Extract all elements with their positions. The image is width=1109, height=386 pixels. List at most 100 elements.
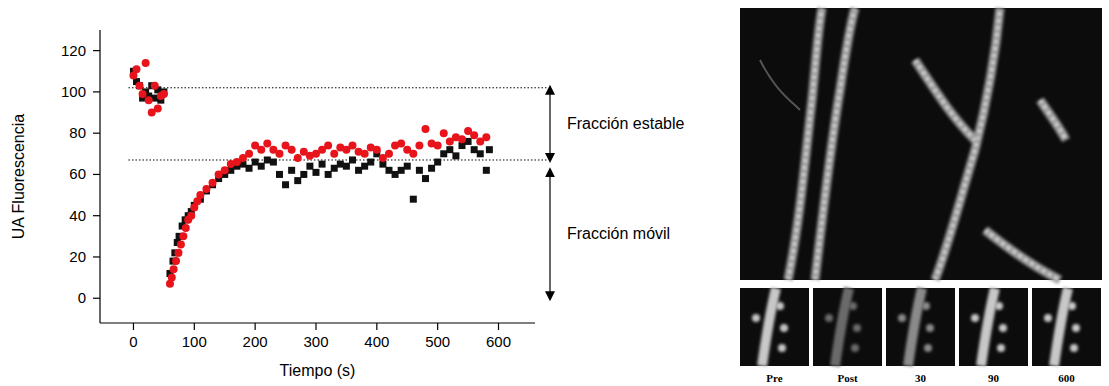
point: [177, 241, 185, 249]
point: [209, 179, 217, 187]
point: [330, 150, 338, 158]
point: [136, 82, 144, 90]
spine: [1068, 302, 1076, 310]
point: [288, 146, 296, 154]
time-label: 600: [1058, 372, 1075, 384]
point: [440, 129, 448, 137]
point: [319, 161, 326, 168]
point: [428, 165, 435, 172]
x-tick-label: 100: [182, 333, 207, 350]
point: [483, 167, 490, 174]
point: [361, 150, 369, 158]
x-tick: [315, 323, 316, 330]
spine: [851, 344, 859, 352]
y-tick: [93, 133, 100, 134]
y-tick: [93, 174, 100, 175]
point: [258, 163, 265, 170]
y-tick-label: 60: [69, 165, 86, 182]
point: [404, 163, 411, 170]
spine: [922, 302, 930, 310]
x-axis: [100, 322, 535, 323]
point: [257, 146, 265, 154]
point: [179, 232, 187, 240]
point: [182, 224, 190, 232]
point: [294, 154, 302, 162]
x-tick-label: 500: [425, 333, 450, 350]
point: [385, 150, 393, 158]
time-label: 90: [988, 372, 1000, 384]
time-label: Post: [837, 372, 858, 384]
spine: [752, 314, 760, 322]
point: [434, 142, 442, 150]
y-tick-label: 120: [61, 42, 86, 59]
point: [477, 150, 484, 157]
faint-process: [760, 60, 800, 110]
dendrite-spines: [915, 60, 975, 140]
point: [187, 212, 195, 220]
point: [331, 165, 338, 172]
point: [355, 167, 362, 174]
time-label: 30: [915, 372, 927, 384]
point: [306, 163, 313, 170]
spine: [825, 314, 833, 322]
y-tick: [93, 298, 100, 299]
micrograph-frame: [886, 288, 955, 366]
annotation-arrow: [549, 90, 550, 158]
reference-line: [128, 159, 547, 160]
point: [434, 159, 441, 166]
x-tick: [498, 323, 499, 330]
point: [415, 142, 423, 150]
point: [263, 139, 271, 147]
point: [202, 185, 210, 193]
dendrite: [1040, 100, 1066, 140]
y-tick-label: 40: [69, 207, 86, 224]
point: [452, 152, 459, 159]
point: [142, 59, 150, 67]
x-tick: [376, 323, 377, 330]
point: [252, 159, 259, 166]
point: [170, 265, 178, 273]
spine: [778, 344, 786, 352]
y-tick-label: 20: [69, 248, 86, 265]
point: [294, 177, 301, 184]
point: [361, 163, 368, 170]
point: [139, 90, 147, 98]
spine: [853, 324, 861, 332]
micrograph-frame: [813, 288, 882, 366]
point: [245, 150, 253, 158]
y-tick-label: 80: [69, 124, 86, 141]
point: [196, 191, 204, 199]
y-tick: [93, 215, 100, 216]
dendrite: [815, 8, 855, 280]
point: [288, 167, 295, 174]
spine: [971, 314, 979, 322]
point: [160, 90, 168, 98]
point: [422, 175, 429, 182]
point: [276, 171, 283, 178]
x-tick: [437, 323, 438, 330]
point: [174, 249, 182, 257]
point: [446, 146, 453, 153]
annotation-label: Fracción móvil: [567, 225, 670, 242]
x-tick-label: 0: [129, 333, 137, 350]
point: [145, 96, 153, 104]
figure: 0204060801001200100200300400500600Tiempo…: [0, 0, 1109, 386]
annotation-label: Fracción estable: [567, 115, 684, 132]
point: [458, 135, 466, 143]
point: [348, 142, 356, 150]
annotation-arrow: [549, 172, 550, 296]
micrograph-dendrite: [835, 288, 849, 366]
y-axis-title: UA Fluorescencia: [10, 114, 27, 239]
x-tick: [255, 323, 256, 330]
point: [136, 82, 143, 89]
dendrite: [915, 60, 975, 140]
point: [410, 196, 417, 203]
point: [416, 167, 423, 174]
spine: [898, 314, 906, 322]
dendrite: [985, 230, 1060, 280]
point: [168, 274, 176, 282]
point: [337, 161, 344, 168]
spine: [776, 302, 784, 310]
y-tick: [93, 256, 100, 257]
x-tick: [133, 323, 134, 330]
